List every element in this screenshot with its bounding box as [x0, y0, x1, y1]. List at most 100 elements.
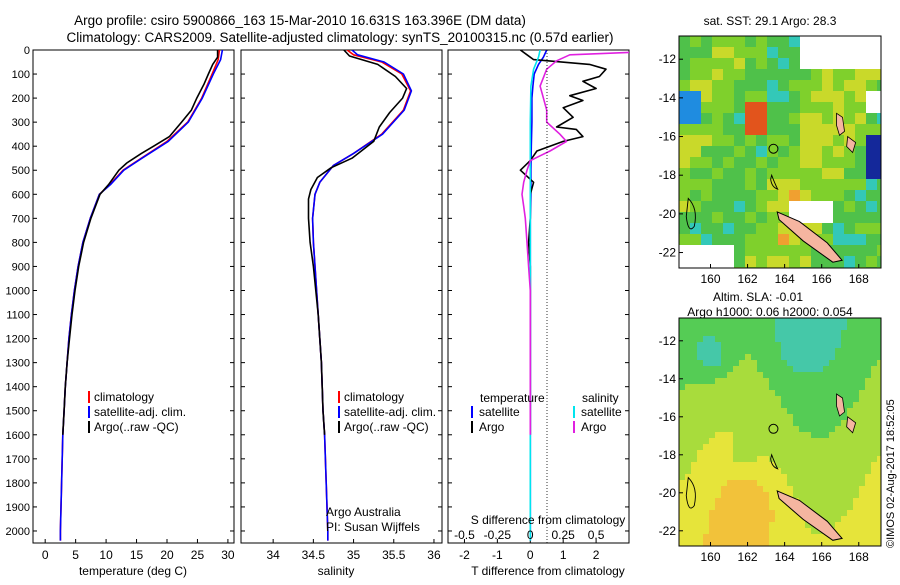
sst-cell	[745, 69, 757, 81]
sla-cell	[757, 414, 764, 421]
sla-cell	[859, 384, 866, 391]
sla-cell	[859, 402, 866, 409]
sst-cell	[789, 146, 801, 158]
sla-cell	[871, 426, 878, 433]
sla-cell	[679, 342, 686, 349]
sst-cell	[844, 113, 856, 125]
sla-cell	[835, 324, 842, 331]
map-y-tick-label: -20	[659, 207, 677, 221]
sst-cell	[833, 223, 845, 235]
sla-cell	[865, 504, 872, 511]
sst-cell	[756, 47, 768, 59]
profile-location-marker	[768, 423, 779, 434]
sst-cell	[855, 168, 867, 180]
sst-cell	[756, 124, 768, 136]
map-x-tick-label: 160	[700, 550, 720, 564]
sla-cell	[877, 486, 881, 493]
island	[776, 490, 844, 541]
sla-cell	[871, 456, 878, 463]
sst-cell	[877, 245, 881, 257]
salinity-panel-frame	[240, 49, 443, 544]
sla-cell	[847, 450, 854, 457]
sla-cell	[679, 420, 686, 427]
sla-cell	[877, 390, 881, 397]
sst-cell	[679, 234, 691, 246]
sla-cell	[691, 384, 698, 391]
sst-cell	[745, 223, 757, 235]
sla-cell	[679, 480, 686, 487]
header-line-2: Climatology: CARS2009. Satellite-adjuste…	[66, 30, 613, 45]
sla-cell	[805, 462, 812, 469]
x-tick-label: 25	[191, 548, 205, 562]
sst-cell	[734, 124, 746, 136]
sla-cell	[727, 420, 734, 427]
sst-cell	[877, 256, 881, 268]
sla-cell	[739, 528, 746, 535]
sla-cell	[877, 504, 881, 511]
sla-cell	[721, 486, 728, 493]
sla-cell	[739, 432, 746, 439]
sst-cell	[701, 36, 713, 48]
sla-cell	[715, 516, 722, 523]
sla-cell	[865, 402, 872, 409]
sst-cell	[767, 190, 779, 202]
sla-cell	[703, 318, 710, 325]
sla-cell	[733, 534, 740, 541]
sla-cell	[805, 318, 812, 325]
sla-cell	[757, 516, 764, 523]
sla-cell	[685, 486, 692, 493]
sst-cell	[778, 58, 790, 70]
sla-cell	[769, 438, 776, 445]
sla-cell	[829, 456, 836, 463]
sla-cell	[763, 372, 770, 379]
sla-cell	[865, 444, 872, 451]
sla-cell	[811, 444, 818, 451]
sst-cell	[679, 201, 691, 213]
sla-cell	[745, 336, 752, 343]
sla-cell	[853, 492, 860, 499]
y-tick-label: 1700	[6, 454, 30, 466]
sla-cell	[877, 510, 881, 517]
sla-cell	[823, 498, 830, 505]
sla-cell	[871, 540, 878, 546]
sla-cell	[871, 366, 878, 373]
sla-cell	[739, 468, 746, 475]
sla-cell	[745, 330, 752, 337]
sst-cell	[833, 179, 845, 191]
sla-cell	[865, 390, 872, 397]
sla-cell	[781, 516, 788, 523]
sla-cell	[715, 522, 722, 529]
sla-cell	[781, 438, 788, 445]
sla-cell	[757, 408, 764, 415]
sla-cell	[847, 408, 854, 415]
sla-cell	[853, 366, 860, 373]
sla-cell	[799, 354, 806, 361]
sla-cell	[745, 318, 752, 325]
reef-outline	[685, 197, 696, 230]
sst-cell	[844, 168, 856, 180]
sla-cell	[697, 510, 704, 517]
series-line-climatology	[59, 50, 221, 541]
sla-cell	[781, 360, 788, 367]
sla-cell	[685, 402, 692, 409]
sla-cell	[691, 414, 698, 421]
sla-cell	[763, 354, 770, 361]
sst-cell	[712, 102, 724, 114]
sla-cell	[697, 498, 704, 505]
x-tick-label: 35.5	[382, 548, 406, 562]
sla-cell	[715, 534, 722, 541]
sla-cell	[781, 486, 788, 493]
sla-cell	[697, 516, 704, 523]
sla-cell	[751, 504, 758, 511]
sla-cell	[805, 360, 812, 367]
sla-cell	[733, 330, 740, 337]
sla-cell	[703, 450, 710, 457]
salinity-xlabel: salinity	[318, 564, 355, 578]
sla-cell	[775, 540, 782, 546]
sst-cell	[855, 245, 867, 257]
sst-cell	[844, 146, 856, 158]
sla-cell	[769, 480, 776, 487]
sla-cell	[871, 420, 878, 427]
sla-cell	[739, 522, 746, 529]
sla-cell	[679, 432, 686, 439]
